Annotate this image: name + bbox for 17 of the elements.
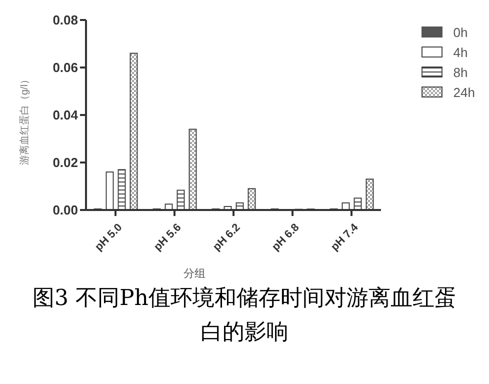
y-tick-label: 0.08 bbox=[52, 12, 78, 28]
x-tick-label: pH 5.6 bbox=[152, 222, 184, 254]
y-tick-label: 0.06 bbox=[52, 60, 78, 76]
y-tick-label: 0.00 bbox=[52, 202, 78, 218]
x-tick-label: pH 6.8 bbox=[270, 222, 302, 254]
legend-label: 0h bbox=[453, 24, 468, 40]
x-tick-label: pH 7.4 bbox=[328, 220, 362, 254]
x-axis-title: 分组 bbox=[182, 267, 206, 281]
legend-label: 24h bbox=[453, 84, 475, 100]
y-tick-label: 0.02 bbox=[52, 155, 78, 170]
text: 图3 不同Ph值环境和储存时间对游离血红蛋白的影响 bbox=[32, 285, 458, 347]
x-tick-label: pH 5.0 bbox=[92, 222, 125, 254]
legend-label: 8h bbox=[453, 64, 468, 80]
x-tick-label: pH 6.2 bbox=[210, 222, 243, 254]
y-tick-label: 0.04 bbox=[52, 108, 79, 123]
y-axis-title: 游离血红蛋白（g/l） bbox=[18, 74, 31, 165]
legend-label: 4h bbox=[453, 44, 468, 60]
